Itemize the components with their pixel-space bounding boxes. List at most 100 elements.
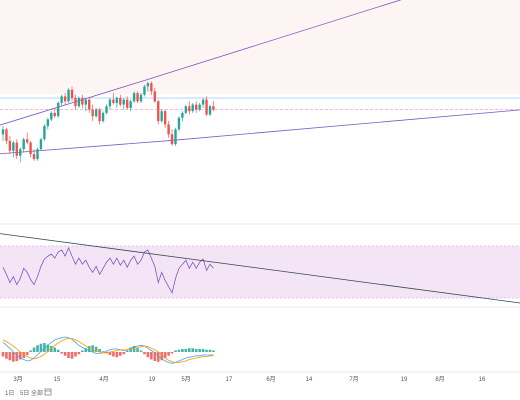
candle-body[interactable] [108,99,112,107]
macd-histogram-bar [36,345,39,352]
x-tick-label: 8月 [435,376,444,383]
channel-upper-line[interactable] [0,0,520,126]
macd-line[interactable] [2,336,214,364]
candle-body[interactable] [15,142,18,156]
macd-histogram-bar [91,345,94,352]
candle-body[interactable] [67,89,70,102]
toolbar-item-1d[interactable]: 1日 [5,390,14,397]
candle-body[interactable] [184,106,188,113]
candle-body[interactable] [101,112,105,122]
calendar-icon[interactable] [44,388,52,396]
candle-body[interactable] [5,129,8,141]
macd-histogram-bar [212,350,215,352]
candle-body[interactable] [57,102,60,117]
candle-body[interactable] [19,149,22,156]
macd-histogram-bar [43,343,46,352]
candle-body[interactable] [29,142,32,155]
rsi-pane[interactable] [0,233,520,304]
macd-pane[interactable] [1,336,215,364]
candle-body[interactable] [136,93,139,102]
macd-histogram-bar [184,349,188,352]
macd-histogram-bar [25,352,29,355]
candle-body[interactable] [160,111,163,122]
candle-body[interactable] [129,101,132,108]
bottom-toolbar[interactable]: 1日 5日 全部 [5,388,52,397]
candle-body[interactable] [1,129,5,135]
x-tick-label: 17 [226,377,233,383]
candle-body[interactable] [122,99,125,105]
candle-body[interactable] [177,117,181,130]
candle-body[interactable] [205,99,208,115]
candle-body[interactable] [126,99,129,108]
macd-histogram-bar [208,349,212,352]
x-tick-label: 15 [54,377,61,383]
candle-body[interactable] [77,98,81,107]
macd-histogram-bar [205,349,208,352]
macd-histogram-bar [74,352,77,357]
candle-body[interactable] [195,104,198,110]
macd-histogram-bar [170,352,174,354]
x-axis: 3月 15 4月 19 5月 17 6月 14 7月 19 8月 16 [13,376,486,383]
candle-body[interactable] [201,99,205,105]
candle-body[interactable] [132,93,136,102]
macd-histogram-bar [139,350,143,352]
macd-histogram-bar [181,349,184,352]
channel-lower-line[interactable] [0,109,520,155]
candle-body[interactable] [94,109,98,117]
candle-body[interactable] [81,98,84,105]
candle-body[interactable] [60,96,63,103]
candle-body[interactable] [12,142,15,151]
signal-line[interactable] [2,338,214,363]
x-tick-label: 19 [401,377,408,383]
candle-body[interactable] [119,98,122,105]
candle-body[interactable] [163,111,167,125]
candle-body[interactable] [43,126,46,140]
candle-body[interactable] [167,124,170,135]
rsi-line[interactable] [2,246,214,294]
candle-body[interactable] [208,106,212,115]
candle-body[interactable] [70,89,74,98]
candle-body[interactable] [191,104,194,112]
candle-body[interactable] [36,149,39,160]
candle-body[interactable] [212,106,215,110]
candle-body[interactable] [25,139,29,143]
candle-body[interactable] [46,119,50,127]
candle-body[interactable] [188,106,191,112]
candle-body[interactable] [39,139,43,150]
candle-body[interactable] [112,99,115,103]
toolbar-item-all[interactable]: 全部 [31,389,43,397]
candle-body[interactable] [174,129,177,145]
macd-histogram-bar [63,352,67,356]
candle-body[interactable] [105,106,108,113]
candle-body[interactable] [84,99,87,105]
candle-body[interactable] [157,101,160,122]
macd-histogram-bar [194,349,198,352]
candle-body[interactable] [150,83,153,92]
candle-body[interactable] [22,139,25,150]
candle-body[interactable] [53,112,56,117]
candle-body[interactable] [50,112,53,120]
candle-body[interactable] [170,134,174,145]
candle-body[interactable] [115,98,119,103]
macd-histogram-bar [77,352,81,355]
candle-body[interactable] [198,104,201,110]
candle-body[interactable] [8,140,12,151]
candle-body[interactable] [146,83,150,87]
candle-body[interactable] [91,109,94,117]
rsi-trendline[interactable] [0,233,520,304]
toolbar-item-5d[interactable]: 5日 [20,390,29,397]
macd-histogram-bar [87,346,91,352]
candle-body[interactable] [98,109,101,122]
macd-histogram-bar [84,348,88,352]
candle-body[interactable] [153,91,156,102]
macd-histogram-bar [198,349,201,352]
candle-body[interactable] [181,112,184,118]
candle-body[interactable] [32,154,36,160]
price-pane[interactable] [0,0,520,163]
candle-body[interactable] [63,96,67,102]
candle-body[interactable] [88,99,91,110]
candle-body[interactable] [74,98,77,107]
candle-body[interactable] [139,94,143,102]
candle-body[interactable] [143,86,146,95]
